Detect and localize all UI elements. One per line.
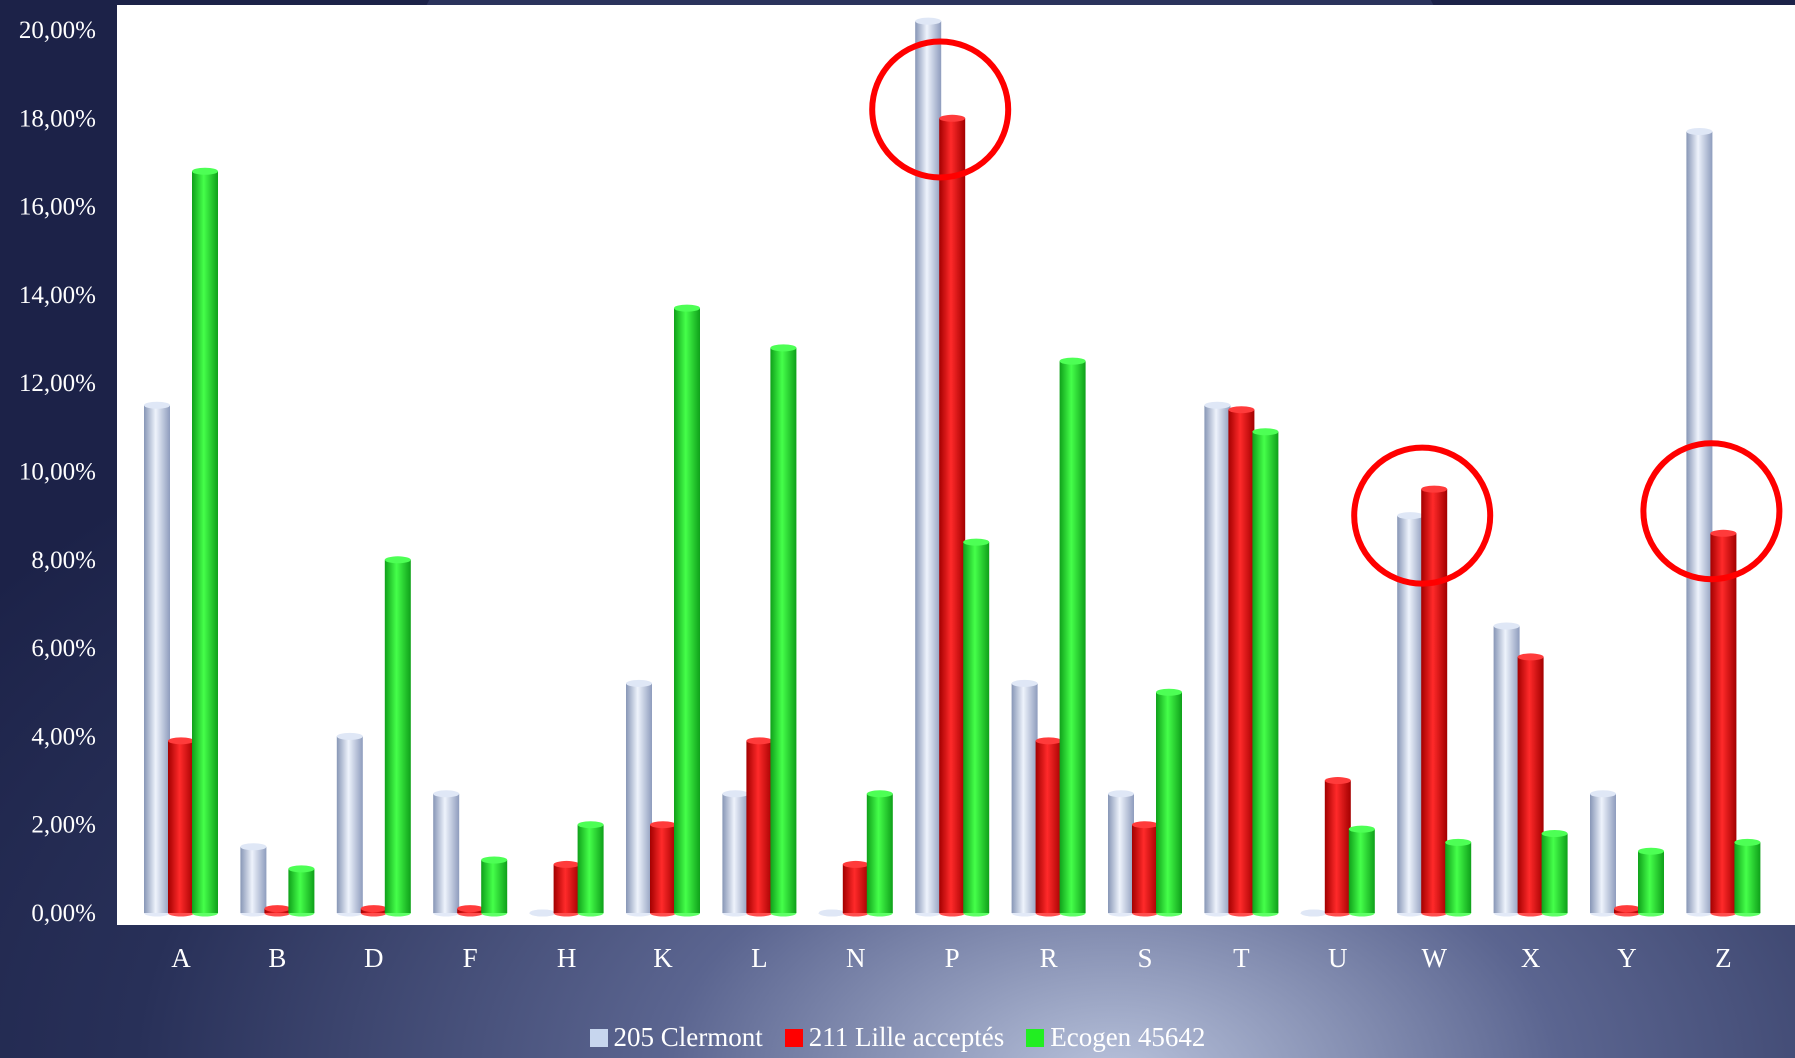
bar-A-series-3 bbox=[192, 167, 218, 917]
bar-R-series-1 bbox=[1011, 679, 1038, 917]
bar-P-series-3 bbox=[963, 538, 990, 917]
bar-K-series-2 bbox=[650, 821, 676, 917]
x-tick-label: X bbox=[1521, 943, 1541, 973]
y-tick-label: 2,00% bbox=[31, 812, 96, 839]
legend-swatch-series-2 bbox=[784, 1028, 803, 1047]
bar-A-series-2 bbox=[168, 737, 194, 917]
bar-B-series-2 bbox=[264, 905, 291, 917]
bar-U-series-3 bbox=[1348, 825, 1375, 917]
y-tick-label: 4,00% bbox=[31, 723, 96, 750]
bar-W-series-1 bbox=[1397, 512, 1424, 917]
legend-item-series-3: Ecogen 45642 bbox=[1026, 1022, 1205, 1053]
bar-X-series-1 bbox=[1493, 622, 1520, 917]
x-tick-label: H bbox=[557, 943, 577, 973]
bar-B-series-3 bbox=[288, 865, 315, 917]
bar-T-series-3 bbox=[1252, 428, 1279, 917]
bar-N-series-2 bbox=[842, 860, 869, 917]
legend-item-series-2: 211 Lille acceptés bbox=[784, 1022, 1005, 1053]
bars-layer bbox=[144, 17, 1761, 917]
bar-X-series-2 bbox=[1517, 653, 1544, 917]
legend-item-series-1: 205 Clermont bbox=[589, 1022, 763, 1053]
legend-label-series-3: Ecogen 45642 bbox=[1050, 1022, 1206, 1052]
bar-T-series-1 bbox=[1204, 401, 1231, 917]
x-tick-label: K bbox=[653, 943, 673, 973]
bar-H-series-3 bbox=[577, 821, 604, 917]
x-tick-label: Z bbox=[1715, 943, 1732, 973]
bar-A-series-1 bbox=[144, 401, 170, 917]
y-tick-label: 10,00% bbox=[19, 459, 96, 486]
x-tick-label: P bbox=[945, 943, 960, 973]
bar-K-series-1 bbox=[626, 679, 652, 917]
bar-W-series-3 bbox=[1445, 838, 1472, 917]
bar-L-series-3 bbox=[770, 344, 797, 917]
x-tick-label: D bbox=[364, 943, 384, 973]
y-tick-label: 8,00% bbox=[31, 547, 96, 574]
bar-U-series-2 bbox=[1324, 777, 1351, 917]
legend-swatch-series-1 bbox=[589, 1028, 608, 1047]
bar-P-series-2 bbox=[939, 114, 966, 917]
bar-D-series-2 bbox=[360, 905, 387, 917]
bar-D-series-3 bbox=[384, 556, 411, 917]
annotations-layer bbox=[869, 38, 1783, 587]
bar-W-series-2 bbox=[1421, 485, 1448, 917]
y-tick-label: 6,00% bbox=[31, 635, 96, 662]
bar-H-series-2 bbox=[553, 860, 580, 917]
bar-Y-series-2 bbox=[1614, 905, 1640, 917]
x-tick-label: W bbox=[1421, 943, 1447, 973]
x-tick-label: R bbox=[1040, 943, 1058, 973]
x-tick-label: S bbox=[1137, 943, 1152, 973]
y-tick-label: 12,00% bbox=[19, 370, 96, 397]
bar-Y-series-3 bbox=[1638, 847, 1664, 917]
legend: 205 Clermont 211 Lille acceptés Ecogen 4… bbox=[0, 1022, 1795, 1053]
bar-P-series-1 bbox=[915, 17, 942, 917]
y-tick-label: 0,00% bbox=[31, 900, 96, 927]
bar-N-series-3 bbox=[866, 790, 893, 917]
bar-T-series-2 bbox=[1228, 406, 1255, 917]
bar-F-series-2 bbox=[457, 905, 484, 917]
x-tick-label: T bbox=[1233, 943, 1250, 973]
y-tick-label: 16,00% bbox=[19, 194, 96, 221]
bar-U-series-1 bbox=[1300, 909, 1327, 917]
bar-S-series-2 bbox=[1132, 821, 1158, 917]
x-tick-label: L bbox=[751, 943, 768, 973]
bar-R-series-2 bbox=[1035, 737, 1062, 917]
bar-Z-series-1 bbox=[1686, 128, 1713, 917]
bar-S-series-3 bbox=[1156, 688, 1182, 917]
y-tick-label: 18,00% bbox=[19, 105, 96, 132]
x-tick-label: U bbox=[1328, 943, 1348, 973]
highlight-circle-P bbox=[869, 38, 1012, 181]
bar-S-series-1 bbox=[1108, 790, 1134, 917]
y-tick-label: 20,00% bbox=[19, 17, 96, 44]
bar-F-series-3 bbox=[481, 856, 508, 917]
bar-R-series-3 bbox=[1059, 357, 1086, 917]
bar-B-series-1 bbox=[240, 843, 267, 917]
legend-label-series-2: 211 Lille acceptés bbox=[808, 1022, 1005, 1052]
bar-L-series-1 bbox=[722, 790, 749, 917]
highlight-circle-W bbox=[1351, 444, 1494, 587]
bar-H-series-1 bbox=[529, 909, 556, 917]
legend-label-series-1: 205 Clermont bbox=[613, 1022, 763, 1052]
bar-F-series-1 bbox=[433, 790, 460, 917]
bar-D-series-1 bbox=[336, 732, 363, 917]
x-tick-label: Y bbox=[1617, 943, 1637, 973]
x-tick-label: F bbox=[463, 943, 478, 973]
bar-Y-series-1 bbox=[1590, 790, 1616, 917]
bar-K-series-3 bbox=[674, 304, 700, 917]
bar-Z-series-2 bbox=[1710, 529, 1737, 917]
y-axis: 0,00% 2,00% 4,00% 6,00% 8,00% 10,00% 12,00% 14,… bbox=[19, 17, 96, 927]
highlight-circle-Z bbox=[1640, 440, 1783, 583]
bar-N-series-1 bbox=[818, 909, 845, 917]
x-tick-label: B bbox=[268, 943, 286, 973]
bar-L-series-2 bbox=[746, 737, 773, 917]
bar-X-series-3 bbox=[1541, 830, 1568, 917]
y-tick-label: 14,00% bbox=[19, 282, 96, 309]
x-tick-label: A bbox=[171, 943, 191, 973]
x-tick-label: N bbox=[846, 943, 866, 973]
legend-swatch-series-3 bbox=[1026, 1028, 1045, 1047]
bar-Z-series-3 bbox=[1734, 838, 1761, 917]
